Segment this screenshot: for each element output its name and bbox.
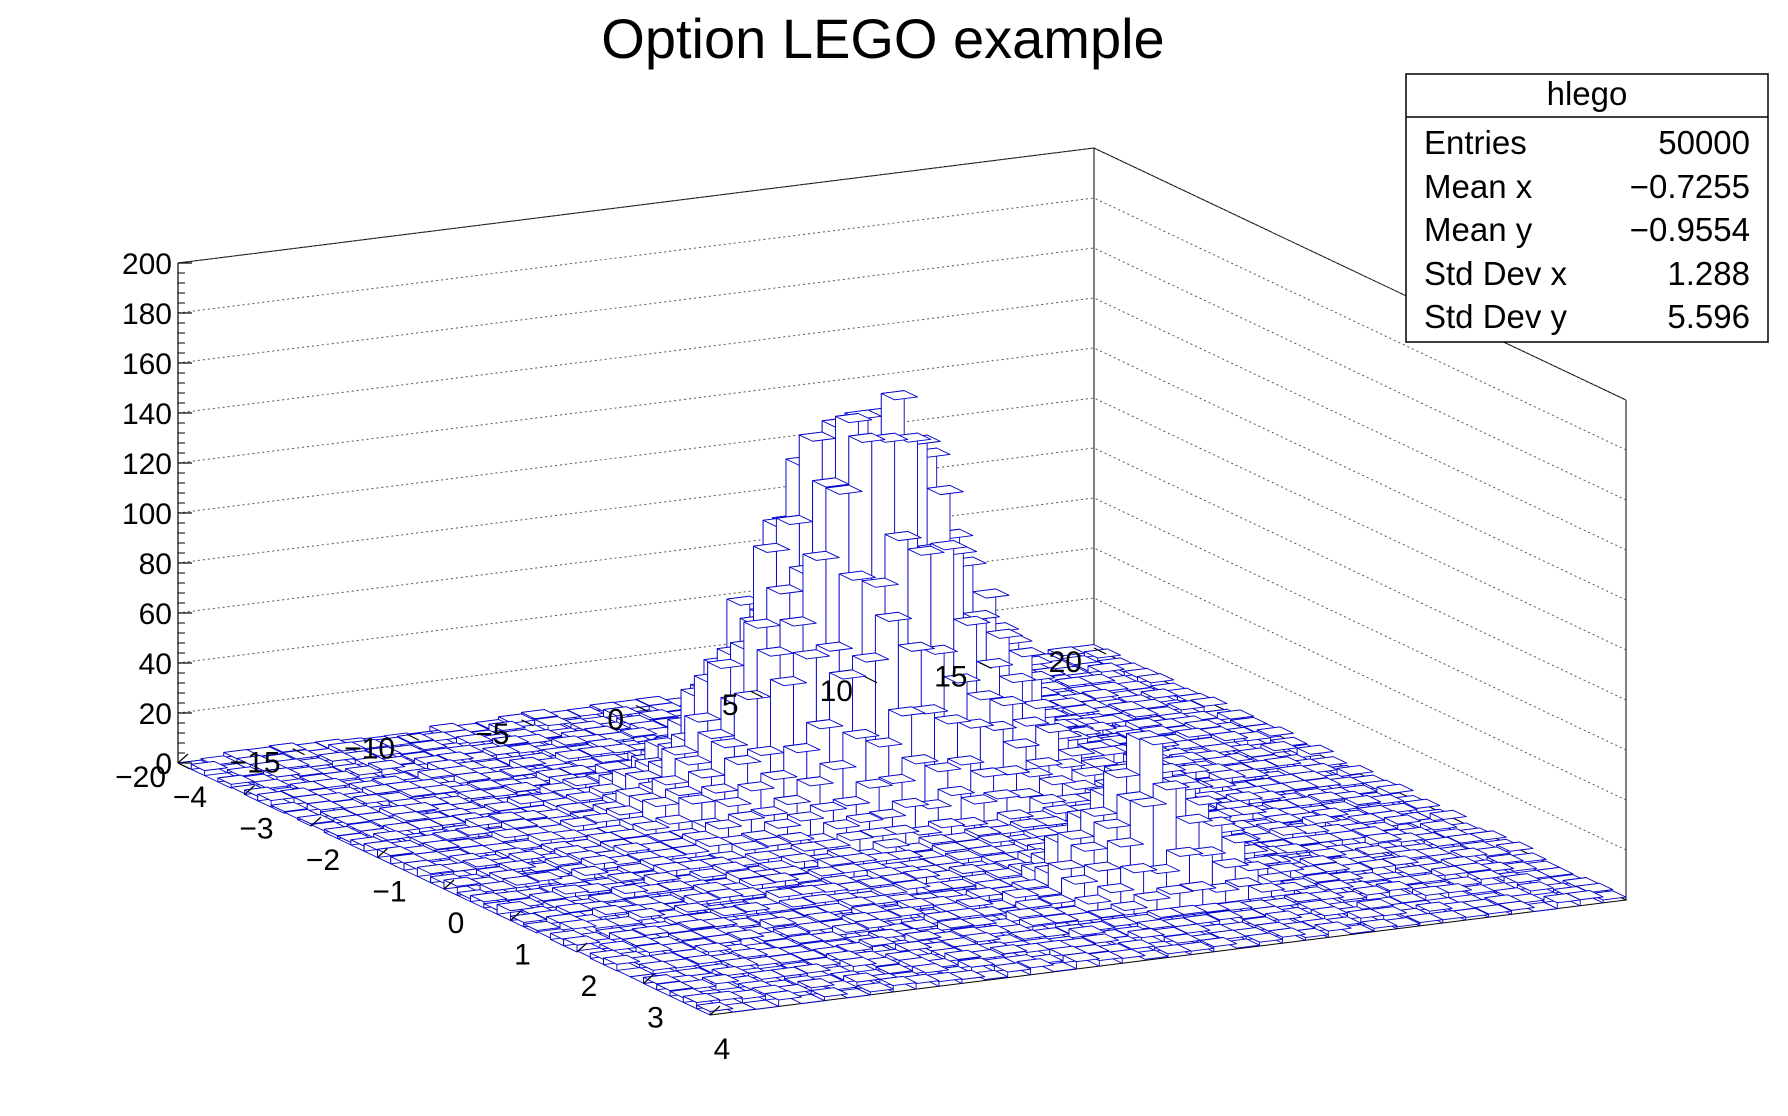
- bar-top-face: [1429, 809, 1467, 820]
- grid-line: [177, 347, 1627, 601]
- bar-top-face: [1225, 791, 1263, 802]
- lego-bar: [1047, 646, 1085, 661]
- grid-line: [177, 447, 1627, 701]
- bar-top-face: [1486, 853, 1524, 864]
- chart-title: Option LEGO example: [601, 7, 1164, 70]
- bar-top-face: [1395, 865, 1433, 876]
- bar-top-face: [1083, 648, 1122, 659]
- bar-top-face: [1420, 820, 1458, 831]
- bar-top-face: [1174, 727, 1212, 738]
- bar-top-face: [1335, 862, 1374, 873]
- lego-bar: [1543, 893, 1581, 910]
- lego-bar: [1423, 836, 1461, 853]
- bar-top-face: [1055, 676, 1093, 687]
- bar-top-face: [1087, 662, 1125, 673]
- grid-line: [177, 197, 1627, 451]
- bar-top-face: [1121, 707, 1159, 718]
- lego-bar: [1137, 673, 1175, 690]
- lego-bar: [1503, 873, 1541, 891]
- bar-top-face: [1358, 858, 1396, 869]
- lego-bar: [1412, 885, 1450, 902]
- bar-top-face: [1047, 646, 1085, 657]
- bar-top-face: [1497, 900, 1535, 911]
- bar-top-face: [1256, 726, 1294, 737]
- lego-bar: [1444, 876, 1482, 890]
- grid-line: [177, 547, 1627, 801]
- bar-top-face: [1241, 759, 1279, 770]
- bar-top-face: [1347, 813, 1385, 824]
- bar-top-face: [1167, 700, 1205, 711]
- bar-top-face: [1081, 688, 1119, 699]
- bar-top-face: [1412, 885, 1450, 896]
- bar-top-face: [1467, 869, 1505, 880]
- bar-top-face: [1301, 813, 1340, 825]
- lego-bar: [1208, 769, 1246, 792]
- bar-top-face: [1159, 755, 1197, 766]
- bar-top-face: [1205, 755, 1243, 766]
- lego-bar: [1262, 799, 1300, 817]
- bar-top-face: [1282, 835, 1320, 846]
- lego-bar: [1429, 809, 1467, 828]
- bar-top-face: [1049, 697, 1087, 708]
- bar-top-face: [1309, 847, 1347, 859]
- bar-top-face: [1307, 791, 1345, 802]
- bar-top-face: [1355, 845, 1393, 856]
- bar-top-face: [1520, 901, 1558, 912]
- grid-line: [177, 497, 1627, 751]
- bar-top-face: [1125, 717, 1163, 728]
- bar-top-face: [1423, 836, 1461, 847]
- bar-top-face: [1208, 769, 1246, 780]
- lego-bar: [1083, 648, 1122, 664]
- lego-bar: [1087, 662, 1125, 680]
- bar-top-face: [1211, 731, 1249, 742]
- bar-top-face: [1265, 813, 1303, 824]
- bar-top-face: [1262, 799, 1300, 810]
- lego-bar: [1431, 865, 1469, 884]
- grid-line: [177, 297, 1627, 551]
- bar-top-face: [1269, 825, 1307, 836]
- lego-bar: [1395, 865, 1433, 880]
- bar-top-face: [1457, 884, 1495, 895]
- bar-top-face: [1336, 765, 1374, 776]
- bar-top-face: [1296, 744, 1334, 755]
- grid-line: [177, 247, 1627, 501]
- bar-top-face: [1260, 741, 1298, 752]
- bar-top-face: [1140, 688, 1178, 699]
- bar-top-face: [1364, 832, 1402, 843]
- plot-frame: [177, 147, 1628, 1016]
- bar-top-face: [1148, 718, 1186, 729]
- grid-line: [177, 397, 1627, 651]
- bar-top-face: [1062, 704, 1100, 715]
- bar-top-face: [1376, 783, 1414, 794]
- lego-bars: [177, 390, 1627, 1016]
- bar-top-face: [1431, 865, 1469, 876]
- lego-bar: [1520, 901, 1558, 912]
- bar-top-face: [1216, 709, 1255, 720]
- grid-line: [177, 597, 1627, 851]
- bar-top-face: [1383, 814, 1422, 825]
- bar-top-face: [1516, 881, 1555, 892]
- bar-top-face: [1450, 847, 1488, 858]
- lego-bar: [1450, 847, 1488, 865]
- bar-top-face: [1403, 798, 1441, 809]
- bar-top-face: [1137, 673, 1175, 684]
- bar-top-face: [1474, 904, 1512, 915]
- bar-top-face: [1496, 841, 1534, 852]
- bar-top-face: [1190, 696, 1228, 707]
- bar-top-face: [1503, 873, 1541, 884]
- bar-top-face: [1344, 795, 1382, 806]
- bar-top-face: [1543, 893, 1581, 904]
